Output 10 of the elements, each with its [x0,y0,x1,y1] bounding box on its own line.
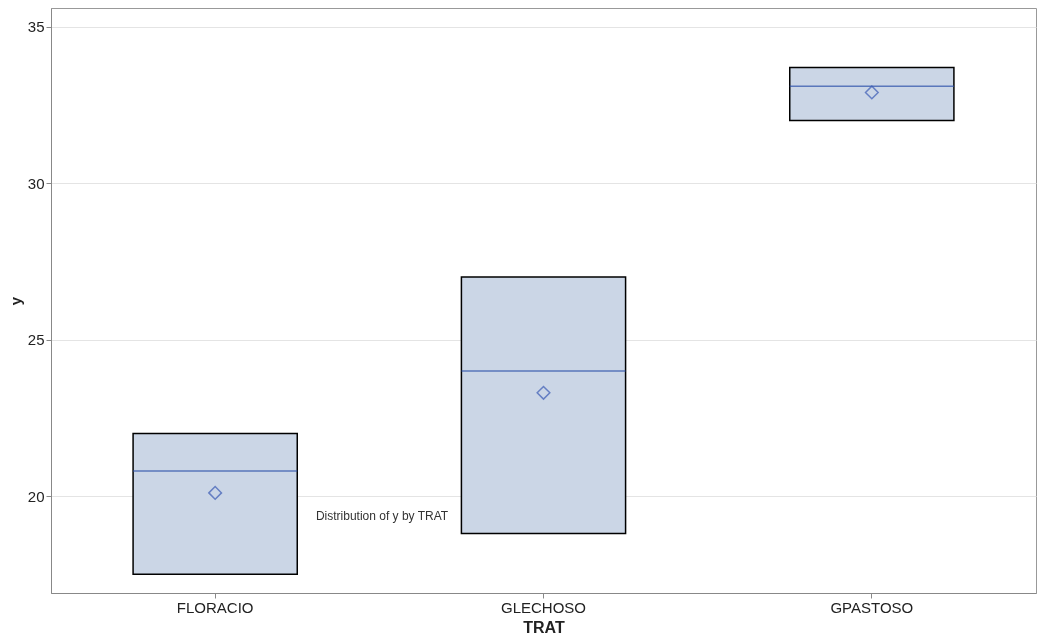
x-tick-label: FLORACIO [176,598,254,616]
annotation: Distribution of y by TRAT [315,509,449,523]
x-tick-label: GLECHOSO [500,598,587,616]
x-axis-title: TRAT [523,618,565,636]
x-tick-label: GPASTOSO [830,598,914,616]
y-tick-label: 30 [27,174,45,192]
y-axis-title: y [6,296,24,306]
y-tick-label: 35 [27,18,45,36]
y-tick-label: 25 [27,331,45,349]
y-tick-label: 20 [27,487,45,505]
